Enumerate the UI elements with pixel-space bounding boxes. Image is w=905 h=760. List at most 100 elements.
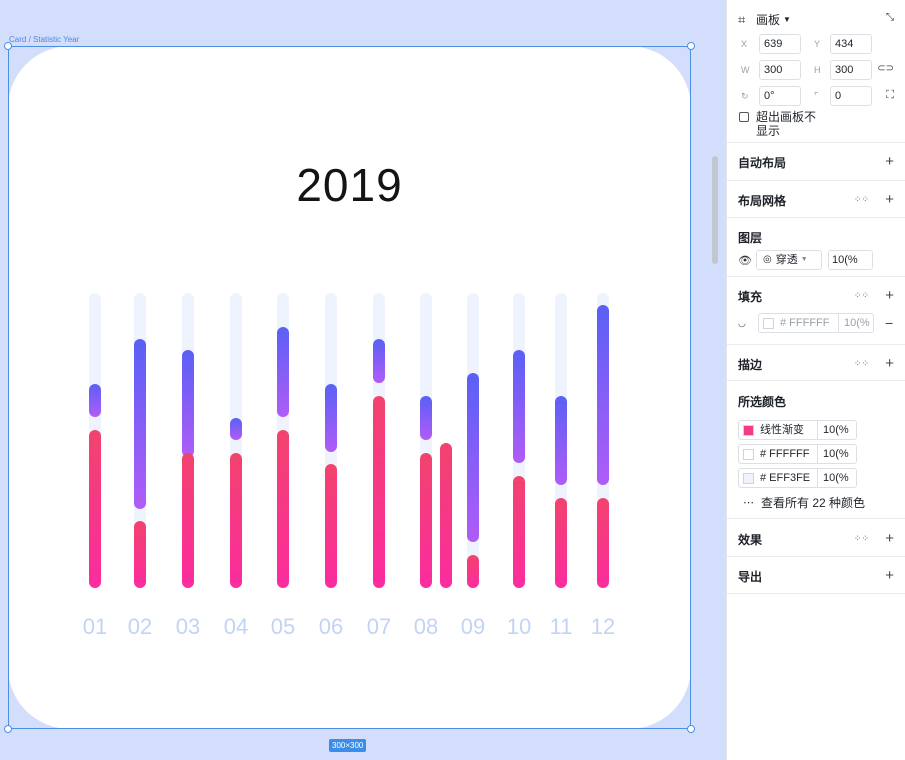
bar-purple-10 bbox=[513, 350, 525, 463]
collapse-icon[interactable]: ⤡ bbox=[886, 12, 894, 23]
bar-pink-03 bbox=[182, 453, 194, 588]
bar-pink-06 bbox=[325, 464, 337, 588]
statistic-card[interactable]: 2019 01 02 03 04 05 06 07 08 09 10 11 12 bbox=[8, 46, 691, 729]
blend-mode-value: 穿透 bbox=[775, 254, 798, 266]
color-swatch[interactable] bbox=[743, 424, 754, 436]
fill-title: 填充 bbox=[738, 290, 763, 304]
bar-purple-06 bbox=[325, 384, 337, 452]
y-input[interactable]: 434 bbox=[830, 34, 872, 54]
hidden-eye-icon[interactable]: ◡ bbox=[738, 317, 746, 328]
add-layout-grid-button[interactable]: + bbox=[885, 191, 894, 208]
corner-radius-icon: ⌜ bbox=[814, 90, 819, 101]
bar-purple-11 bbox=[555, 396, 567, 485]
layout-grid-title: 布局网格 bbox=[738, 194, 787, 208]
bar-purple-04 bbox=[230, 418, 242, 440]
add-fill-button[interactable]: + bbox=[885, 287, 894, 304]
x-label: X bbox=[741, 39, 748, 49]
month-label-04: 04 bbox=[224, 614, 248, 639]
export-section: 导出 + bbox=[727, 557, 905, 594]
x-input[interactable]: 639 bbox=[759, 34, 801, 54]
add-export-button[interactable]: + bbox=[885, 567, 894, 584]
rotation-input[interactable]: 0° bbox=[759, 86, 801, 106]
layer-opacity-input[interactable]: 10(% bbox=[828, 250, 873, 270]
month-label-08: 08 bbox=[414, 614, 438, 639]
selected-color-item[interactable]: # FFFFFF 10(% bbox=[738, 444, 857, 464]
auto-layout-section: 自动布局 + bbox=[727, 143, 905, 181]
fill-section: 填充 ⁘⁘ + ◡ # FFFFFF 10(% − bbox=[727, 277, 905, 345]
year-title: 2019 bbox=[296, 159, 403, 211]
layer-section: 图层 👁 ◎ 穿透 ▼ 10(% bbox=[727, 218, 905, 277]
resize-handle-bottom-left[interactable] bbox=[4, 725, 12, 733]
artboard-type-label[interactable]: 画板 bbox=[756, 13, 781, 27]
bar-purple-03 bbox=[182, 350, 194, 457]
canvas-scrollbar[interactable] bbox=[712, 156, 718, 264]
artboard-section: ⌗ 画板 ▼ ⤡ X 639 Y 434 W 300 H 300 ⊂⊃ ↻ 0°… bbox=[727, 0, 905, 143]
month-label-05: 05 bbox=[271, 614, 295, 639]
add-effect-button[interactable]: + bbox=[885, 530, 894, 547]
resize-handle-top-right[interactable] bbox=[687, 42, 695, 50]
bar-purple-09 bbox=[467, 373, 479, 542]
stroke-styles-icon[interactable]: ⁘⁘ bbox=[853, 358, 869, 368]
bar-pink-04 bbox=[230, 453, 242, 588]
constrain-proportions-icon[interactable]: ⊂⊃ bbox=[877, 63, 894, 74]
selected-color-item[interactable]: # EFF3FE 10(% bbox=[738, 468, 857, 488]
bar-pink-01 bbox=[89, 430, 101, 588]
corner-radius-input[interactable]: 0 bbox=[830, 86, 872, 106]
blend-mode-icon: ◎ bbox=[763, 254, 772, 265]
selected-color-item[interactable]: 线性渐变 10(% bbox=[738, 420, 857, 440]
bar-purple-12 bbox=[597, 305, 609, 485]
eye-icon[interactable]: 👁 bbox=[738, 254, 752, 267]
color-swatch[interactable] bbox=[743, 448, 754, 460]
month-label-02: 02 bbox=[128, 614, 152, 639]
clip-content-checkbox[interactable] bbox=[739, 112, 749, 122]
export-title: 导出 bbox=[738, 570, 763, 584]
add-stroke-button[interactable]: + bbox=[885, 355, 894, 372]
chevron-down-icon[interactable]: ▼ bbox=[783, 15, 791, 24]
width-input[interactable]: 300 bbox=[759, 60, 801, 80]
bar-pink-08 bbox=[420, 453, 432, 588]
view-all-colors-link[interactable]: 查看所有 22 种颜色 bbox=[761, 496, 866, 510]
resize-handle-top-left[interactable] bbox=[4, 42, 12, 50]
h-label: H bbox=[814, 65, 821, 75]
month-label-10: 10 bbox=[507, 614, 531, 639]
y-label: Y bbox=[814, 39, 821, 49]
height-input[interactable]: 300 bbox=[830, 60, 872, 80]
chevron-down-icon: ▼ bbox=[800, 256, 808, 263]
rotation-icon: ↻ bbox=[741, 90, 749, 101]
stroke-section: 描边 ⁘⁘ + bbox=[727, 345, 905, 381]
fill-swatch[interactable] bbox=[763, 317, 774, 329]
month-label-07: 07 bbox=[367, 614, 391, 639]
bar-pink-extra bbox=[440, 443, 452, 588]
month-label-11: 11 bbox=[550, 614, 573, 639]
color-swatch[interactable] bbox=[743, 472, 754, 484]
effect-styles-icon[interactable]: ⁘⁘ bbox=[853, 533, 869, 543]
design-canvas[interactable]: Card / Statistic Year 2019 01 02 03 04 05 06 0… bbox=[0, 0, 726, 760]
month-label-09: 09 bbox=[461, 614, 485, 639]
independent-corners-icon[interactable]: ⛶ bbox=[886, 89, 894, 101]
bar-pink-12 bbox=[597, 498, 609, 588]
add-auto-layout-button[interactable]: + bbox=[885, 153, 894, 170]
month-label-12: 12 bbox=[591, 614, 615, 639]
fill-styles-icon[interactable]: ⁘⁘ bbox=[853, 290, 869, 300]
color-opacity: 10(% bbox=[817, 421, 849, 439]
color-opacity: 10(% bbox=[817, 445, 849, 463]
bar-purple-08 bbox=[420, 396, 432, 440]
fill-opacity-value: 10(% bbox=[838, 314, 870, 332]
selected-colors-section: 所选颜色 线性渐变 10(% # FFFFFF 10(% # EFF3FE 10(% ⋯ … bbox=[727, 381, 905, 519]
color-name: 线性渐变 bbox=[760, 424, 804, 436]
monthly-bar-chart: 01 02 03 04 05 06 07 08 09 10 11 12 bbox=[83, 293, 615, 639]
fill-color-input[interactable]: # FFFFFF 10(% bbox=[758, 313, 874, 333]
layer-title: 图层 bbox=[738, 231, 763, 245]
resize-handle-bottom-right[interactable] bbox=[687, 725, 695, 733]
remove-fill-button[interactable]: − bbox=[885, 315, 894, 331]
color-name: # EFF3FE bbox=[760, 472, 811, 484]
bar-purple-05 bbox=[277, 327, 289, 417]
size-badge: 300×300 bbox=[329, 739, 367, 752]
frame-name-label[interactable]: Card / Statistic Year bbox=[9, 35, 80, 44]
color-opacity: 10(% bbox=[817, 469, 849, 487]
auto-layout-title: 自动布局 bbox=[738, 156, 787, 170]
bar-pink-09 bbox=[467, 555, 479, 588]
grid-styles-icon[interactable]: ⁘⁘ bbox=[853, 194, 869, 204]
blend-mode-select[interactable]: ◎ 穿透 ▼ bbox=[756, 250, 822, 270]
properties-panel: ⌗ 画板 ▼ ⤡ X 639 Y 434 W 300 H 300 ⊂⊃ ↻ 0°… bbox=[726, 0, 905, 760]
